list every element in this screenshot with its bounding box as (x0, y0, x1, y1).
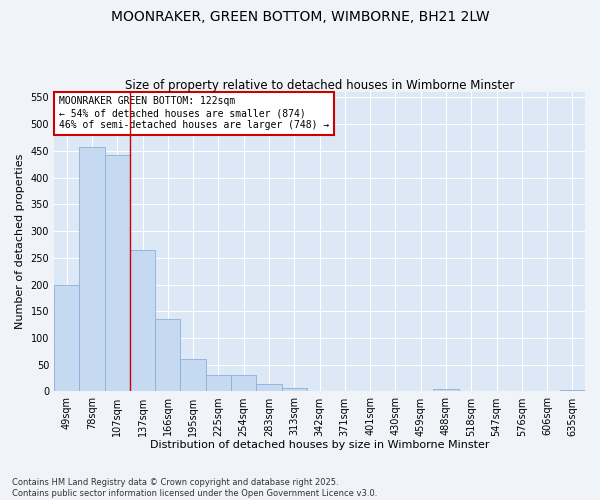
Bar (206, 376, 231, 392)
Title: Size of property relative to detached houses in Wimborne Minster: Size of property relative to detached ho… (125, 79, 514, 92)
Text: MOONRAKER GREEN BOTTOM: 122sqm
← 54% of detached houses are smaller (874)
46% of: MOONRAKER GREEN BOTTOM: 122sqm ← 54% of … (59, 96, 329, 130)
Bar (433, 390, 458, 392)
Bar (256, 384, 281, 392)
Bar (79, 147, 104, 392)
Text: Contains HM Land Registry data © Crown copyright and database right 2025.
Contai: Contains HM Land Registry data © Crown c… (12, 478, 377, 498)
Bar (104, 155, 130, 392)
Y-axis label: Number of detached properties: Number of detached properties (15, 154, 25, 330)
Bar (130, 250, 155, 392)
Bar (281, 388, 307, 392)
Bar (560, 390, 585, 392)
Bar (231, 376, 256, 392)
Text: MOONRAKER, GREEN BOTTOM, WIMBORNE, BH21 2LW: MOONRAKER, GREEN BOTTOM, WIMBORNE, BH21 … (110, 10, 490, 24)
Bar (54, 284, 79, 392)
Bar (155, 320, 181, 392)
Bar (181, 360, 206, 392)
X-axis label: Distribution of detached houses by size in Wimborne Minster: Distribution of detached houses by size … (150, 440, 489, 450)
